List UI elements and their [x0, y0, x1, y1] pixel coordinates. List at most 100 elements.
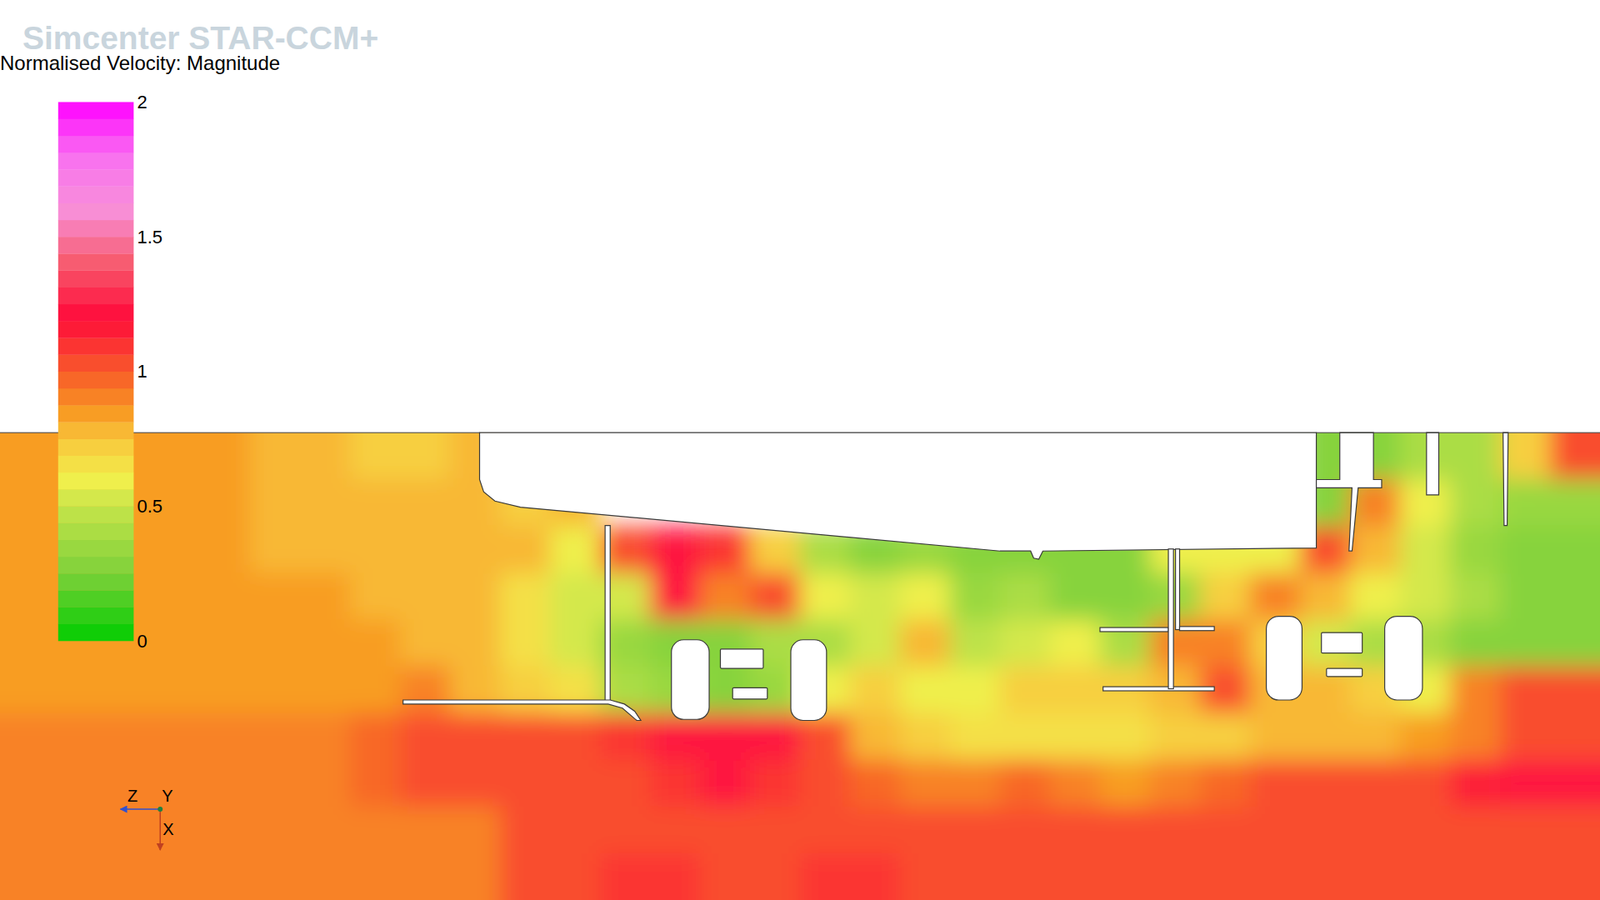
cell [900, 853, 951, 900]
cell [1150, 713, 1201, 761]
cell [450, 760, 501, 808]
cell [1050, 572, 1101, 620]
cell [750, 572, 801, 620]
boundary [1316, 432, 1600, 434]
cell [1400, 806, 1451, 855]
cell [1400, 713, 1451, 761]
cell [0, 760, 51, 808]
cell [1350, 572, 1401, 620]
cell [1050, 713, 1101, 761]
cell [1200, 572, 1251, 620]
cell [1550, 666, 1600, 715]
roof-slot [1426, 432, 1440, 495]
colorbar-band [58, 119, 135, 137]
colorbar-axis: 00.511.52 [133, 91, 163, 652]
cell [300, 806, 351, 855]
cell [1450, 713, 1501, 761]
tick: 0.5 [133, 495, 163, 517]
cell [900, 713, 951, 761]
colorbar [58, 101, 135, 641]
cell [300, 620, 351, 668]
cell [1000, 572, 1051, 620]
cell [1200, 760, 1251, 808]
cell [1500, 806, 1551, 855]
cell [1300, 806, 1351, 855]
cell [300, 666, 351, 715]
cell [350, 479, 401, 527]
cell [350, 620, 401, 668]
plate [605, 525, 610, 703]
cell [550, 620, 601, 668]
cell [700, 760, 751, 808]
cell [600, 713, 651, 761]
cell [850, 572, 901, 620]
cell [500, 760, 551, 808]
cell [650, 806, 701, 855]
cell [1100, 620, 1151, 668]
cell [1300, 760, 1351, 808]
colorbar-band [58, 304, 135, 322]
cell [1150, 806, 1201, 855]
tick: 0 [133, 630, 147, 652]
cell [850, 620, 901, 668]
cell [250, 525, 301, 574]
colorbar-band [58, 236, 135, 255]
cell [100, 806, 151, 855]
cell [400, 432, 451, 480]
cell [650, 525, 701, 574]
cell [100, 666, 151, 715]
colorbar-band [58, 320, 135, 339]
cell [150, 760, 201, 808]
axis-origin [157, 806, 163, 812]
cell [350, 666, 401, 715]
cell [450, 620, 501, 668]
tick-label: 2 [136, 91, 147, 113]
cell [1450, 760, 1501, 808]
cell [400, 479, 451, 527]
cell [200, 666, 251, 715]
cell [1450, 432, 1501, 480]
cell [400, 853, 451, 900]
cells [0, 432, 1600, 900]
tick-label: 0.5 [136, 495, 163, 517]
cell [800, 572, 851, 620]
axis-arrow [120, 808, 160, 810]
cell [1500, 666, 1551, 715]
cell [1400, 760, 1451, 808]
cell [350, 432, 401, 480]
wheel [790, 640, 827, 721]
colorbar-band [58, 101, 135, 120]
cell [1050, 666, 1101, 715]
cell [1450, 620, 1501, 668]
cell [1450, 853, 1501, 900]
cell [400, 806, 451, 855]
cell [1000, 760, 1051, 808]
cell [750, 760, 801, 808]
cell [1500, 525, 1551, 574]
cell [0, 479, 51, 527]
cell [300, 525, 351, 574]
cell [900, 760, 951, 808]
colorbar-band [58, 169, 135, 187]
cell [800, 806, 851, 855]
colorbar-band [58, 607, 135, 625]
cell [1100, 713, 1151, 761]
roof-slat [1316, 432, 1382, 551]
cell [1300, 713, 1351, 761]
cell [500, 806, 551, 855]
cell [1400, 432, 1451, 480]
cell [150, 853, 201, 900]
colorbar-band [58, 203, 135, 221]
watermark: Simcenter STAR-CCM+ [22, 20, 379, 56]
cell [1450, 525, 1501, 574]
cell [200, 572, 251, 620]
cell [1400, 853, 1451, 900]
colorbar-band [58, 540, 135, 558]
cell [400, 760, 451, 808]
cell [950, 666, 1001, 715]
cell [0, 666, 51, 715]
cell [250, 853, 301, 900]
cell [250, 806, 301, 855]
cell [1050, 760, 1101, 808]
cell [450, 525, 501, 574]
